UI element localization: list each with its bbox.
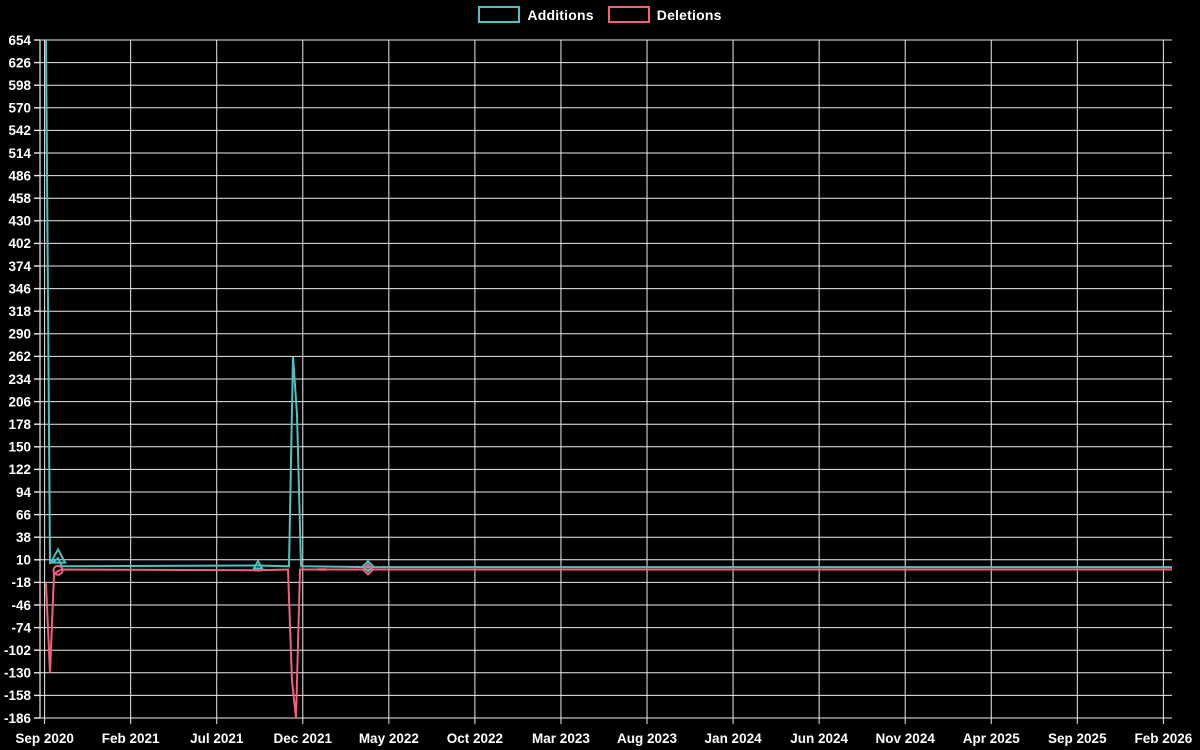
y-axis-label: 206 <box>8 394 31 409</box>
chart-legend: Additions Deletions <box>0 6 1200 23</box>
x-axis-label: Sep 2025 <box>1048 731 1107 746</box>
marker-diamond-deletions <box>361 563 375 576</box>
legend-swatch-additions <box>478 6 521 23</box>
marker-circle-deletions <box>52 564 64 576</box>
x-axis-label: Oct 2022 <box>447 731 503 746</box>
x-axis-label: Jan 2024 <box>705 731 763 746</box>
x-axis-label: Nov 2024 <box>876 731 936 746</box>
legend-swatch-deletions <box>607 6 650 23</box>
y-axis-label: 38 <box>16 530 32 545</box>
marker-triangle-additions <box>252 558 264 570</box>
y-axis-label: -46 <box>11 598 31 613</box>
series-line-additions <box>45 39 1172 569</box>
y-axis-label: 178 <box>8 417 31 432</box>
y-axis-label: 10 <box>16 553 31 568</box>
y-axis-label: 626 <box>8 55 31 70</box>
legend-label: Additions <box>527 6 594 23</box>
y-axis-label: 66 <box>16 507 32 522</box>
y-axis-label: 486 <box>8 168 31 183</box>
y-axis-label: -74 <box>11 620 31 635</box>
x-axis-label: Jun 2024 <box>790 731 848 746</box>
y-axis-label: 402 <box>8 236 31 251</box>
marker-diamond-additions <box>361 559 375 573</box>
y-axis-label: 150 <box>8 440 31 455</box>
y-axis-label: 514 <box>8 146 31 161</box>
y-axis-label: 430 <box>8 214 31 229</box>
x-axis-label: May 2022 <box>359 731 419 746</box>
y-axis-label: 598 <box>8 78 31 93</box>
y-axis-label: 234 <box>8 372 31 387</box>
x-axis-label: Dec 2021 <box>273 731 332 746</box>
y-axis-label: -130 <box>4 666 31 681</box>
y-axis-label: -102 <box>4 643 31 658</box>
y-axis-label: 570 <box>8 101 31 116</box>
x-axis-label: Feb 2026 <box>1134 731 1192 746</box>
y-axis-label: 654 <box>8 33 31 48</box>
y-axis-label: -186 <box>4 711 32 726</box>
y-axis-label: 346 <box>8 281 31 296</box>
y-axis-label: 542 <box>8 123 31 138</box>
y-axis-label: 290 <box>8 327 31 342</box>
marker-triangle-additions <box>49 547 67 564</box>
legend-label: Deletions <box>656 6 722 23</box>
x-axis-label: Feb 2021 <box>102 731 160 746</box>
y-axis-label: 94 <box>16 485 32 500</box>
y-axis-label: 374 <box>8 259 31 274</box>
y-axis-label: 458 <box>8 191 31 206</box>
x-axis-label: Apr 2025 <box>963 731 1021 746</box>
legend-item-deletions[interactable]: Deletions <box>607 6 722 23</box>
x-axis-label: Mar 2023 <box>532 731 590 746</box>
y-axis-label: 122 <box>8 462 31 477</box>
y-axis-label: -158 <box>4 688 32 703</box>
x-axis-label: Aug 2023 <box>617 731 678 746</box>
y-axis-label: 262 <box>8 349 31 364</box>
x-axis-label: Jul 2021 <box>190 731 244 746</box>
x-axis-label: Sep 2020 <box>15 731 74 746</box>
y-axis-label: -18 <box>11 575 31 590</box>
y-axis-label: 318 <box>8 304 31 319</box>
legend-item-additions[interactable]: Additions <box>478 6 594 23</box>
